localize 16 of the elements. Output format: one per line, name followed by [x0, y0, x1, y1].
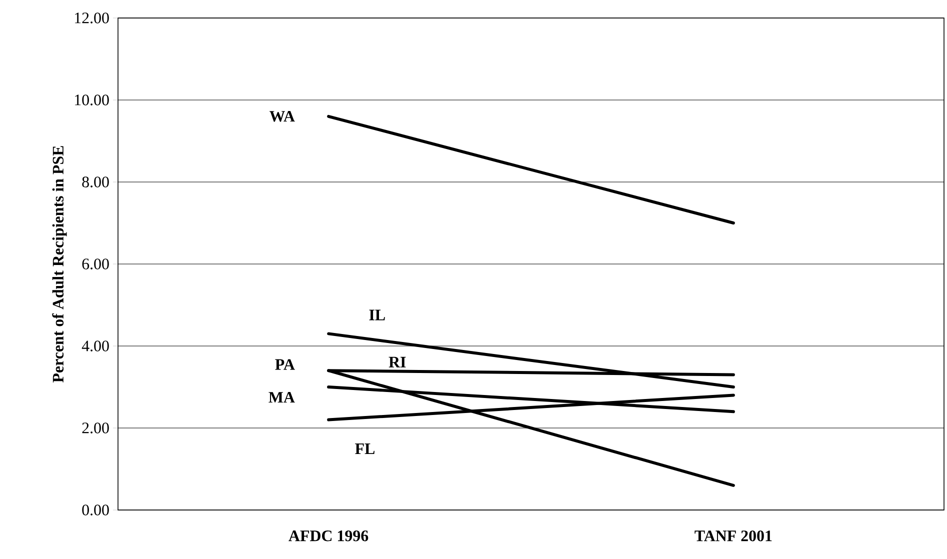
y-tick-label: 10.00: [75, 94, 109, 106]
text: MA: [268, 392, 295, 403]
series-label: RI: [388, 356, 406, 368]
y-tick-label: 2.00: [82, 422, 109, 434]
series-label: IL: [369, 310, 385, 320]
y-tick-label: 12.00: [75, 12, 109, 24]
y-tick-label: 6.00: [82, 258, 109, 270]
x-tick-label: TANF 2001: [694, 530, 772, 542]
text: PA: [275, 359, 295, 370]
y-axis-title: Percent of Adult Recipients in PSE: [52, 146, 67, 382]
y-tick-label: 8.00: [82, 176, 109, 188]
y-tick-label: 0.00: [82, 504, 109, 516]
y-tick-label: 4.00: [82, 340, 109, 352]
x-tick-label: AFDC 1996: [288, 530, 368, 542]
text: WA: [269, 111, 295, 122]
series-label: FL: [355, 444, 375, 454]
